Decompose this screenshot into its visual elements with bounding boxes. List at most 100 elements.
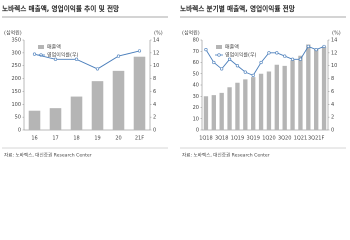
bar <box>266 71 272 130</box>
y2-tick-label: 4 <box>331 102 334 108</box>
y-axis-label: (십억원) <box>182 30 200 37</box>
x-tick-label: 18 <box>73 136 79 142</box>
y-tick-label: 350 <box>11 38 21 44</box>
y2-tick-label: 8 <box>153 76 156 82</box>
bar <box>28 110 41 130</box>
y-axis-label: (십억원) <box>4 30 22 37</box>
page: 노바렉스 매출액, 영업이익률 추이 및 전망(십억원) (%)050100150… <box>2 4 346 159</box>
line-marker <box>267 51 271 55</box>
line-marker <box>32 52 37 56</box>
line-marker <box>74 57 79 61</box>
y2-tick-label: 6 <box>331 89 334 95</box>
line-marker <box>235 64 240 68</box>
bar <box>243 79 248 130</box>
bar <box>274 64 279 130</box>
x-tick-label: 1Q20 <box>262 136 275 142</box>
y-tick-label: 50 <box>193 71 199 77</box>
y-tick-label: 50 <box>15 115 21 121</box>
y-tick-label: 10 <box>193 116 199 122</box>
line-marker <box>298 57 303 61</box>
line-marker <box>306 44 310 49</box>
y2-tick-label: 12 <box>331 50 337 56</box>
line-marker <box>283 54 287 58</box>
line <box>205 45 325 76</box>
y2-tick-label: 4 <box>153 102 156 108</box>
x-tick-label: 3Q21F <box>308 136 324 142</box>
x-tick-label: 3Q20 <box>278 136 291 142</box>
line-marker <box>227 57 232 61</box>
bar <box>227 87 232 130</box>
legend-swatch <box>216 45 222 49</box>
y2-tick-label: 2 <box>153 115 156 121</box>
y-tick-label: 60 <box>193 60 199 66</box>
line-marker <box>314 48 318 52</box>
axes <box>201 40 329 131</box>
x-tick-label: 16 <box>31 136 37 142</box>
y2-tick-label: 0 <box>153 128 156 134</box>
line-marker <box>243 70 247 74</box>
bar <box>91 81 104 130</box>
x-tick-label: 3Q18 <box>215 136 228 142</box>
line-marker <box>220 67 224 71</box>
line-marker <box>116 54 121 58</box>
axes <box>23 40 151 131</box>
line <box>34 50 140 70</box>
y-tick-label: 40 <box>193 83 199 89</box>
y2-tick-label: 6 <box>153 89 156 95</box>
line-marker <box>95 67 100 71</box>
x-tick-label: 1Q18 <box>199 136 212 142</box>
bar <box>298 55 303 130</box>
y2-tick-label: 8 <box>331 76 334 82</box>
line-marker <box>322 44 326 49</box>
legend-label: 매출액 <box>225 44 239 51</box>
bar <box>112 70 125 130</box>
y2-tick-label: 2 <box>331 115 334 121</box>
y2-tick-label: 14 <box>153 38 159 44</box>
bar <box>133 56 146 130</box>
bar <box>282 65 287 130</box>
line-marker <box>290 57 295 61</box>
x-tick-label: 3Q19 <box>246 136 259 142</box>
x-tick-label: 21F <box>135 136 144 142</box>
line-marker <box>275 51 279 55</box>
legend-swatch <box>38 45 44 49</box>
y-tick-label: 100 <box>11 102 21 108</box>
bar <box>203 96 209 130</box>
x-tick-label: 1Q19 <box>231 136 244 142</box>
line-marker <box>204 48 208 52</box>
y2-axis-label: (%) <box>154 31 163 37</box>
bar <box>258 73 264 130</box>
legend-label: 매출액 <box>47 44 61 51</box>
bar <box>70 96 83 130</box>
y2-tick-label: 14 <box>331 38 337 44</box>
y-tick-label: 30 <box>193 94 199 100</box>
y-tick-label: 70 <box>193 49 199 55</box>
y2-tick-label: 0 <box>331 128 334 134</box>
bar <box>211 95 216 130</box>
chart-title: 노바렉스 매출액, 영업이익률 추이 및 전망 <box>2 4 119 13</box>
y-tick-label: 250 <box>11 63 21 69</box>
bar <box>235 82 240 130</box>
chart-title: 노바렉스 분기별 매출액, 영업이익률 전망 <box>180 4 295 13</box>
legend-label: 영업이익률(우) <box>47 52 79 59</box>
x-tick-label: 1Q21 <box>294 136 307 142</box>
y-tick-label: 80 <box>193 38 199 44</box>
line-marker <box>53 57 58 61</box>
bar <box>251 77 256 130</box>
bar <box>321 46 327 130</box>
y-tick-label: 20 <box>193 105 199 111</box>
y-tick-label: 0 <box>196 128 199 134</box>
bar <box>290 60 295 130</box>
legend-marker <box>217 53 221 57</box>
x-tick-label: 20 <box>115 136 121 142</box>
x-tick-label: 19 <box>94 136 100 142</box>
y-tick-label: 200 <box>11 76 21 82</box>
bar <box>314 49 319 130</box>
y2-tick-label: 10 <box>331 63 337 69</box>
source: 자료: 노바렉스, 대신증권 Research Center <box>4 152 92 159</box>
x-tick-label: 17 <box>52 136 58 142</box>
line-marker <box>212 60 216 65</box>
bar <box>306 44 311 130</box>
bar <box>219 92 224 130</box>
y-tick-label: 0 <box>18 128 21 134</box>
